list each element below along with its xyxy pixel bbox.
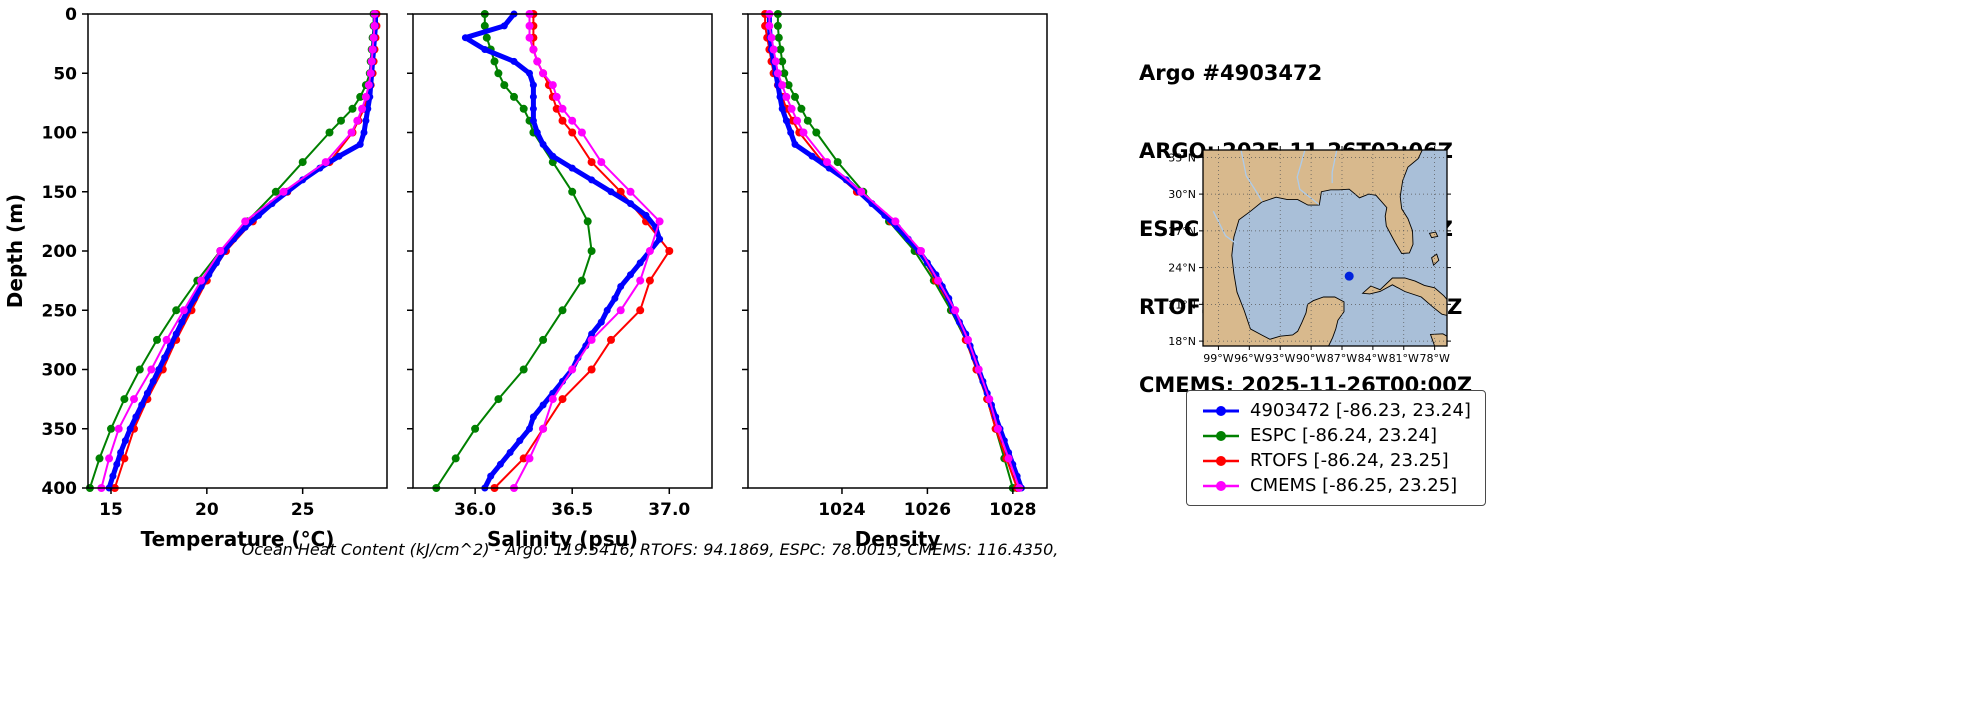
temperature-xtick-label: 20 (195, 500, 219, 520)
depth-tick-label: 50 (53, 64, 77, 84)
map-lat-label: 21°N (1168, 298, 1196, 311)
temperature-series (85, 10, 381, 492)
density-axis-label: Density (855, 527, 941, 551)
map-lon-label: 96°W (1234, 352, 1264, 365)
map-lat-label: 27°N (1168, 225, 1196, 238)
4903472-salinity-line (462, 12, 663, 490)
depth-tick-label: 100 (42, 124, 78, 144)
figure-title: Argo #4903472 (1139, 61, 1323, 85)
map-lon-label: 81°W (1389, 352, 1419, 365)
density-series (761, 10, 1025, 492)
salinity-xtick-label: 36.5 (551, 500, 593, 520)
depth-tick-label: 200 (42, 242, 78, 262)
depth-tick-label: 300 (42, 361, 78, 381)
map-lon-label: 90°W (1296, 352, 1326, 365)
legend-label-cmems: CMEMS [-86.25, 23.25] (1250, 475, 1458, 496)
legend-line-argo-icon (1203, 405, 1239, 416)
map-land (1203, 150, 1447, 346)
legend-item-espc: ESPC [-86.24, 23.24] (1201, 425, 1471, 446)
map-lat-label: 30°N (1168, 188, 1196, 201)
depth-tick-label: 150 (42, 183, 78, 203)
map-lat-label: 18°N (1168, 335, 1196, 348)
density-xtick-label: 1028 (989, 500, 1036, 520)
salinity-xtick-label: 37.0 (648, 500, 690, 520)
rtofs-density-line (764, 14, 1019, 489)
legend-line-espc-icon (1203, 430, 1239, 441)
profile-plots: 15 20 25050100150200250300350400Temperatur… (3, 5, 1048, 551)
legend-item-cmems: CMEMS [-86.25, 23.25] (1201, 475, 1471, 496)
legend-label-argo: 4903472 [-86.23, 23.24] (1250, 400, 1471, 421)
temperature-axis-label: Temperature (°C) (141, 527, 335, 551)
temperature-xtick-label: 25 (291, 500, 315, 520)
salinity-subplot: 36.0 36.5 37.0 Salinity (psu) (407, 10, 713, 551)
salinity-xtick-label: 36.0 (454, 500, 496, 520)
density-xtick-label: 1026 (904, 500, 951, 520)
density-xtick-label: 1024 (818, 500, 865, 520)
map-lon-label: 93°W (1265, 352, 1295, 365)
map-lat-label: 24°N (1168, 262, 1196, 275)
legend-line-rtofs-icon (1203, 455, 1239, 466)
density-axes-frame (747, 13, 1048, 489)
cmems-temperature-line (100, 14, 376, 489)
map-lat-label: 33°N (1168, 151, 1196, 164)
depth-tick-label: 0 (65, 5, 77, 25)
legend-item-argo: 4903472 [-86.23, 23.24] (1201, 400, 1471, 421)
4903472-temperature-line (106, 14, 378, 489)
cmems-density-line (768, 14, 1021, 489)
legend-line-cmems-icon (1203, 480, 1239, 491)
salinity-axis-label: Salinity (psu) (487, 527, 638, 551)
density-subplot: 1024 1026 1028 Density (742, 10, 1048, 551)
espc-salinity-line (435, 14, 593, 489)
4903472-density-line (766, 14, 1024, 489)
ocean-heat-content-caption: Ocean Heat Content (kJ/cm^2) - Argo: 119… (241, 540, 1059, 559)
map-frame (1202, 149, 1448, 347)
map-lon-label: 78°W (1419, 352, 1449, 365)
depth-axis-label: Depth (m) (3, 194, 27, 308)
salinity-series (432, 10, 674, 492)
temperature-xtick-label: 15 (99, 500, 123, 520)
temperature-subplot: 15 20 25050100150200250300350400Temperatur… (42, 5, 388, 551)
legend-item-rtofs: RTOFS [-86.24, 23.25] (1201, 450, 1471, 471)
map-lon-label: 84°W (1358, 352, 1388, 365)
rtofs-temperature-line (113, 14, 378, 489)
depth-tick-label: 400 (42, 479, 78, 499)
location-map: 99°W 96°W 93°W 90°W 87°W 84°W 81°W 78°W 33°N 30°N… (1168, 146, 1451, 365)
map-lon-label: 99°W (1203, 352, 1233, 365)
map-graticule: 99°W 96°W 93°W 90°W 87°W 84°W 81°W 78°W 33°N 30°N… (1168, 146, 1451, 365)
rtofs-salinity-line (493, 14, 671, 489)
map-lon-label: 87°W (1327, 352, 1357, 365)
float-position-marker (1344, 271, 1354, 281)
depth-tick-label: 250 (42, 301, 78, 321)
espc-density-line (776, 14, 1014, 489)
depth-tick-label: 350 (42, 420, 78, 440)
legend-label-rtofs: RTOFS [-86.24, 23.25] (1250, 450, 1449, 471)
legend: 4903472 [-86.23, 23.24] ESPC [-86.24, 23… (1186, 390, 1486, 506)
legend-label-espc: ESPC [-86.24, 23.24] (1250, 425, 1437, 446)
